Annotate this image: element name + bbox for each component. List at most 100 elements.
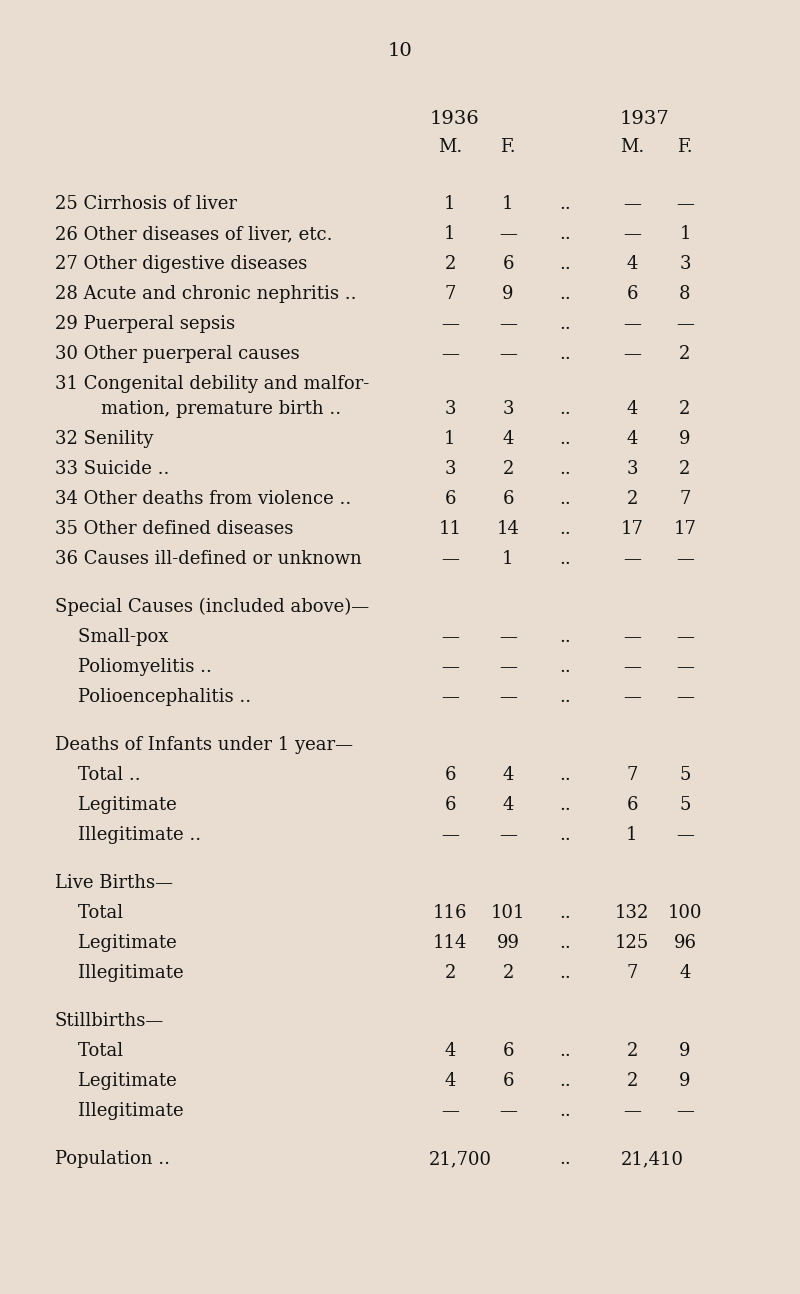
Text: Total: Total bbox=[55, 1042, 123, 1060]
Text: —: — bbox=[499, 688, 517, 707]
Text: 10: 10 bbox=[388, 41, 412, 60]
Text: 1: 1 bbox=[444, 430, 456, 448]
Text: —: — bbox=[441, 826, 459, 844]
Text: —: — bbox=[623, 1102, 641, 1121]
Text: 7: 7 bbox=[626, 964, 638, 982]
Text: Poliomyelitis ..: Poliomyelitis .. bbox=[55, 659, 212, 675]
Text: 32 Senility: 32 Senility bbox=[55, 430, 154, 448]
Text: 3: 3 bbox=[444, 459, 456, 477]
Text: 100: 100 bbox=[668, 905, 702, 923]
Text: 4: 4 bbox=[679, 964, 690, 982]
Text: —: — bbox=[499, 345, 517, 364]
Text: ..: .. bbox=[559, 826, 571, 844]
Text: Live Births—: Live Births— bbox=[55, 873, 173, 892]
Text: —: — bbox=[676, 314, 694, 333]
Text: 8: 8 bbox=[679, 285, 690, 303]
Text: ..: .. bbox=[559, 550, 571, 568]
Text: 2: 2 bbox=[502, 964, 514, 982]
Text: Deaths of Infants under 1 year—: Deaths of Infants under 1 year— bbox=[55, 736, 353, 754]
Text: ..: .. bbox=[559, 459, 571, 477]
Text: Legitimate: Legitimate bbox=[55, 796, 177, 814]
Text: 31 Congenital debility and malfor-: 31 Congenital debility and malfor- bbox=[55, 375, 370, 393]
Text: 1: 1 bbox=[502, 550, 514, 568]
Text: 99: 99 bbox=[497, 934, 519, 952]
Text: 34 Other deaths from violence ..: 34 Other deaths from violence .. bbox=[55, 490, 351, 509]
Text: 17: 17 bbox=[621, 520, 643, 538]
Text: 1: 1 bbox=[679, 225, 690, 243]
Text: —: — bbox=[676, 659, 694, 675]
Text: 116: 116 bbox=[433, 905, 467, 923]
Text: 7: 7 bbox=[626, 766, 638, 784]
Text: —: — bbox=[623, 659, 641, 675]
Text: F.: F. bbox=[500, 138, 516, 157]
Text: Small-pox: Small-pox bbox=[55, 628, 168, 646]
Text: —: — bbox=[676, 195, 694, 214]
Text: Total: Total bbox=[55, 905, 123, 923]
Text: 6: 6 bbox=[502, 255, 514, 273]
Text: 9: 9 bbox=[502, 285, 514, 303]
Text: 4: 4 bbox=[626, 400, 638, 418]
Text: 6: 6 bbox=[502, 1042, 514, 1060]
Text: 33 Suicide ..: 33 Suicide .. bbox=[55, 459, 170, 477]
Text: 6: 6 bbox=[626, 285, 638, 303]
Text: ..: .. bbox=[559, 225, 571, 243]
Text: 3: 3 bbox=[679, 255, 690, 273]
Text: 96: 96 bbox=[674, 934, 697, 952]
Text: ..: .. bbox=[559, 659, 571, 675]
Text: 27 Other digestive diseases: 27 Other digestive diseases bbox=[55, 255, 307, 273]
Text: 114: 114 bbox=[433, 934, 467, 952]
Text: mation, premature birth ..: mation, premature birth .. bbox=[55, 400, 341, 418]
Text: 7: 7 bbox=[444, 285, 456, 303]
Text: 36 Causes ill-defined or unknown: 36 Causes ill-defined or unknown bbox=[55, 550, 362, 568]
Text: 3: 3 bbox=[502, 400, 514, 418]
Text: M.: M. bbox=[438, 138, 462, 157]
Text: —: — bbox=[676, 826, 694, 844]
Text: 1: 1 bbox=[444, 225, 456, 243]
Text: 35 Other defined diseases: 35 Other defined diseases bbox=[55, 520, 294, 538]
Text: 21,410: 21,410 bbox=[621, 1150, 683, 1168]
Text: ..: .. bbox=[559, 796, 571, 814]
Text: —: — bbox=[676, 550, 694, 568]
Text: —: — bbox=[676, 688, 694, 707]
Text: 3: 3 bbox=[626, 459, 638, 477]
Text: —: — bbox=[623, 550, 641, 568]
Text: Population ..: Population .. bbox=[55, 1150, 170, 1168]
Text: ..: .. bbox=[559, 1150, 571, 1168]
Text: —: — bbox=[499, 628, 517, 646]
Text: 30 Other puerperal causes: 30 Other puerperal causes bbox=[55, 345, 300, 364]
Text: F.: F. bbox=[677, 138, 693, 157]
Text: 17: 17 bbox=[674, 520, 697, 538]
Text: —: — bbox=[441, 628, 459, 646]
Text: 3: 3 bbox=[444, 400, 456, 418]
Text: 9: 9 bbox=[679, 430, 690, 448]
Text: Stillbirths—: Stillbirths— bbox=[55, 1012, 164, 1030]
Text: —: — bbox=[623, 225, 641, 243]
Text: —: — bbox=[441, 345, 459, 364]
Text: 6: 6 bbox=[626, 796, 638, 814]
Text: 2: 2 bbox=[679, 400, 690, 418]
Text: 125: 125 bbox=[615, 934, 649, 952]
Text: 5: 5 bbox=[679, 766, 690, 784]
Text: —: — bbox=[499, 826, 517, 844]
Text: 4: 4 bbox=[444, 1071, 456, 1090]
Text: 6: 6 bbox=[444, 766, 456, 784]
Text: —: — bbox=[441, 314, 459, 333]
Text: ..: .. bbox=[559, 905, 571, 923]
Text: Total ..: Total .. bbox=[55, 766, 141, 784]
Text: 132: 132 bbox=[615, 905, 649, 923]
Text: 9: 9 bbox=[679, 1042, 690, 1060]
Text: 4: 4 bbox=[502, 796, 514, 814]
Text: —: — bbox=[441, 659, 459, 675]
Text: —: — bbox=[676, 1102, 694, 1121]
Text: 2: 2 bbox=[679, 459, 690, 477]
Text: 2: 2 bbox=[626, 1042, 638, 1060]
Text: ..: .. bbox=[559, 520, 571, 538]
Text: Illegitimate ..: Illegitimate .. bbox=[55, 826, 201, 844]
Text: 6: 6 bbox=[444, 796, 456, 814]
Text: 1: 1 bbox=[444, 195, 456, 214]
Text: ..: .. bbox=[559, 934, 571, 952]
Text: ..: .. bbox=[559, 314, 571, 333]
Text: ..: .. bbox=[559, 490, 571, 509]
Text: M.: M. bbox=[620, 138, 644, 157]
Text: ..: .. bbox=[559, 400, 571, 418]
